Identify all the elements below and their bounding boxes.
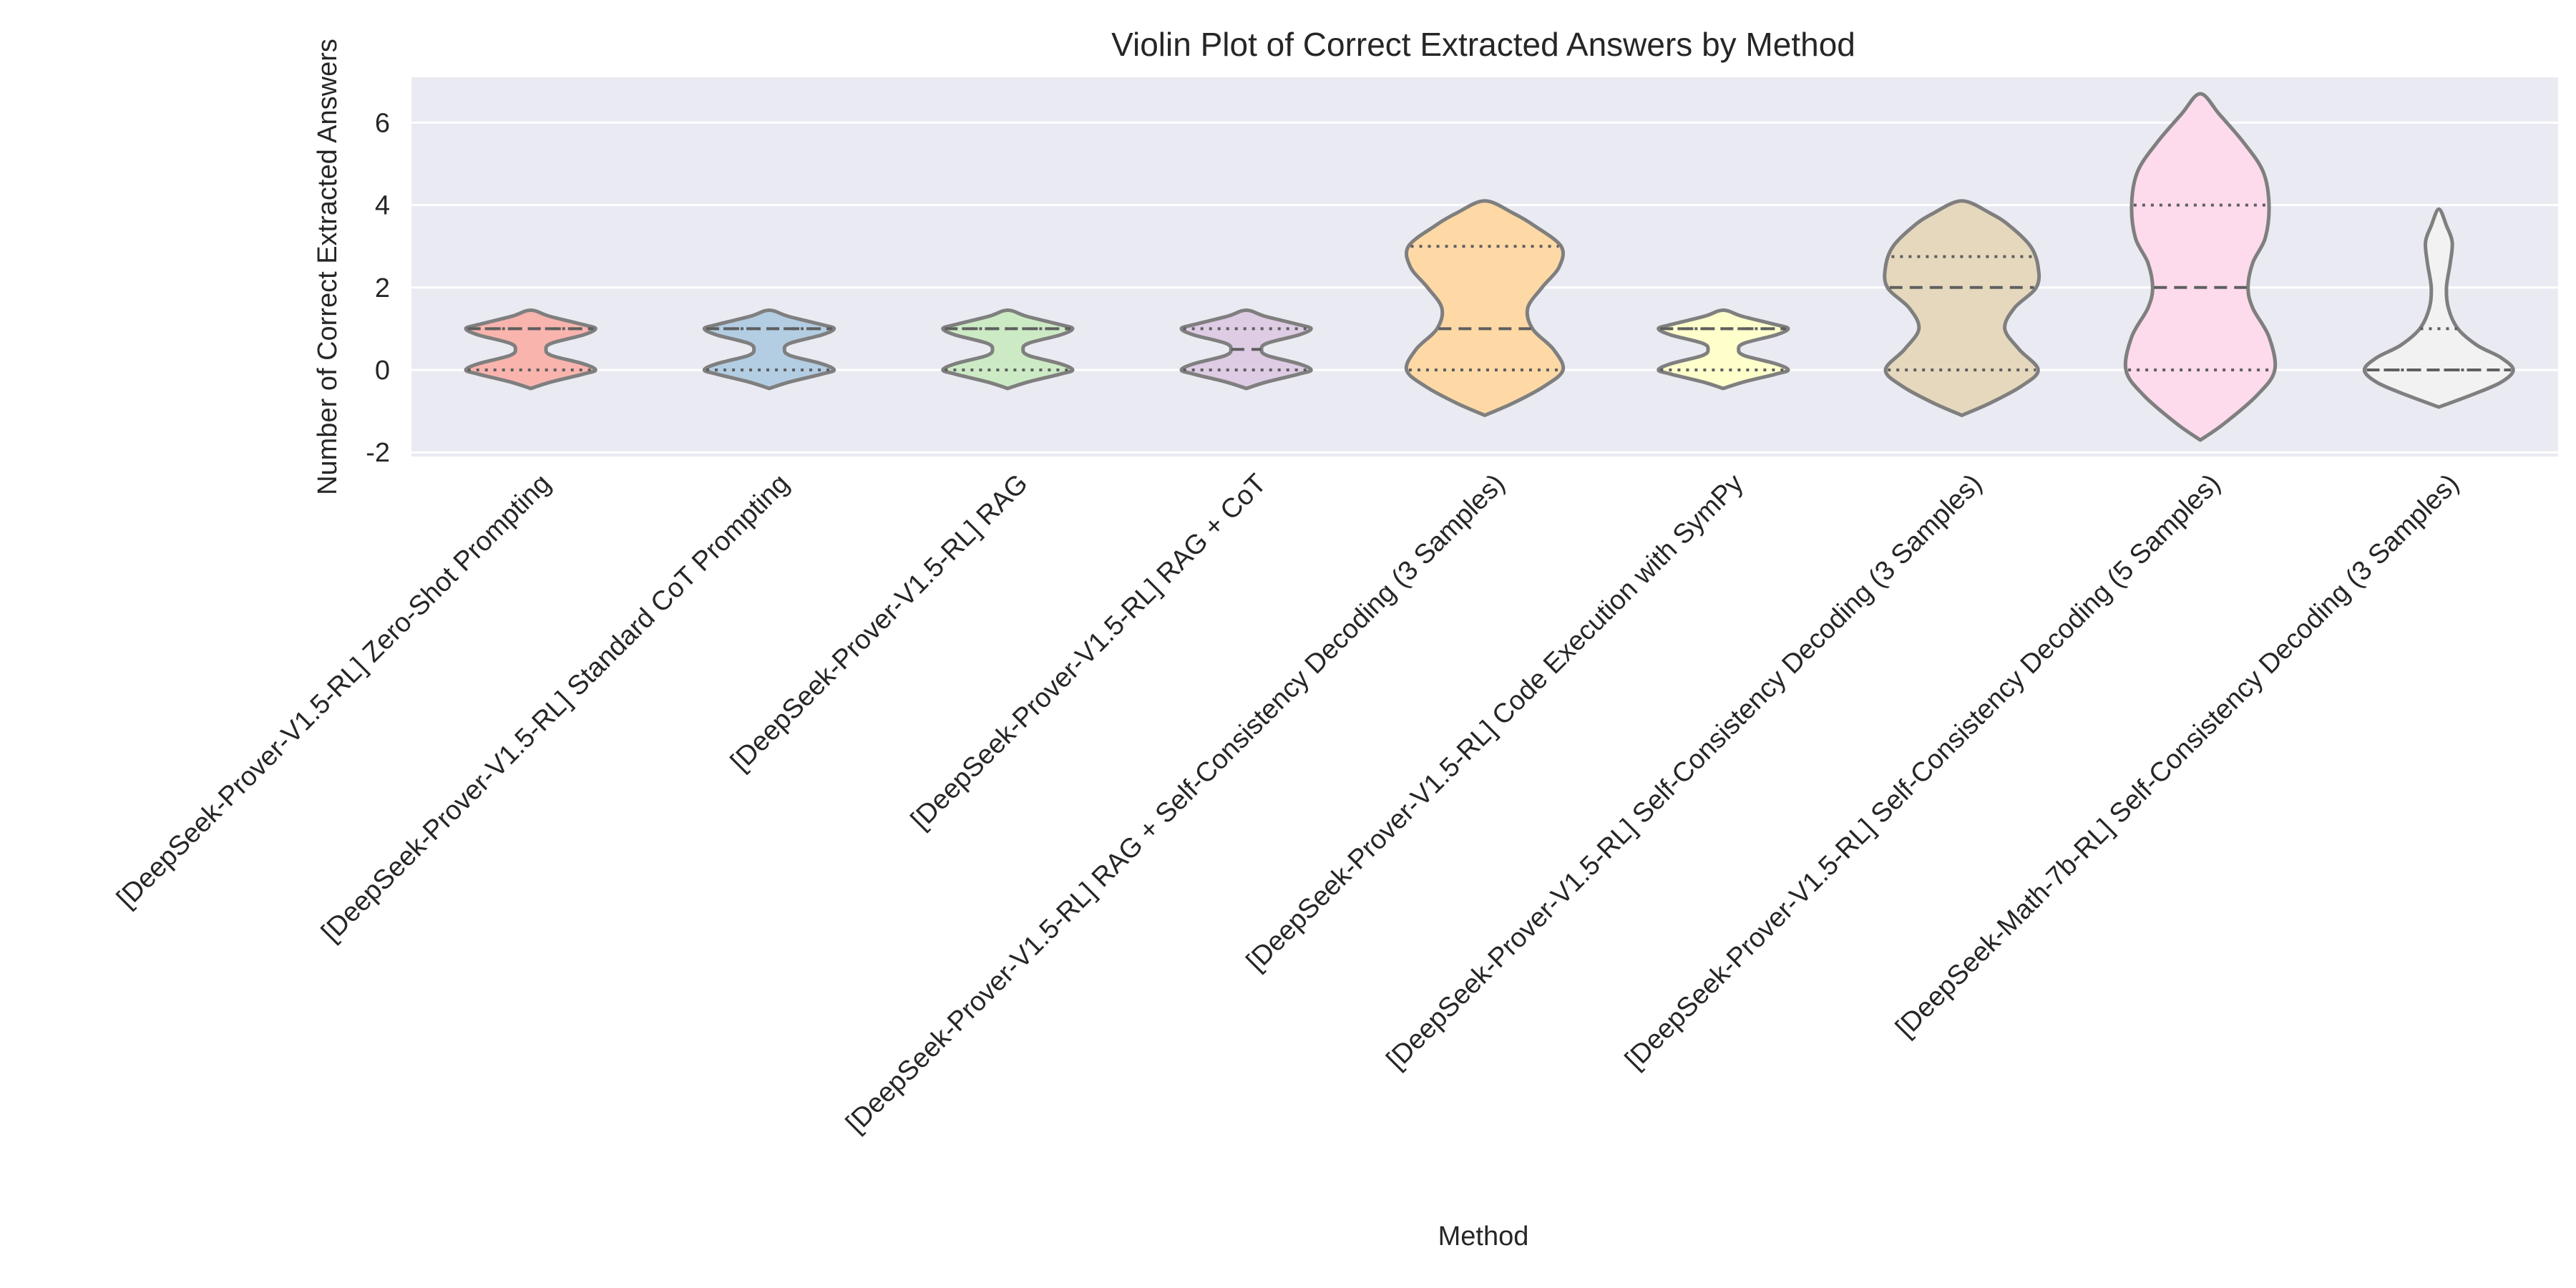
violin-7 bbox=[2123, 92, 2278, 442]
y-tick-label-2: 2 bbox=[375, 273, 390, 303]
violin-5 bbox=[1657, 308, 1790, 391]
y-tick-label-1: 0 bbox=[375, 356, 390, 386]
x-axis-label: Method bbox=[1438, 1221, 1529, 1252]
violin-1 bbox=[702, 308, 836, 391]
violin-body-7 bbox=[2123, 92, 2278, 442]
x-tick-label-8: [DeepSeek-Math-7b-RL] Self-Consistency D… bbox=[1890, 469, 2464, 1043]
y-tick-label-3: 4 bbox=[375, 191, 390, 221]
y-axis-ticks: -2 0 2 4 6 bbox=[366, 108, 390, 468]
violin-6 bbox=[1883, 199, 2041, 417]
violin-body-4 bbox=[1404, 199, 1566, 417]
violin-4 bbox=[1404, 199, 1566, 417]
x-tick-label-5: [DeepSeek-Prover-V1.5-RL] Code Execution… bbox=[1241, 469, 1750, 977]
violin-body-6 bbox=[1883, 199, 2041, 417]
violin-3 bbox=[1179, 308, 1313, 391]
x-tick-label-1: [DeepSeek-Prover-V1.5-RL] Standard CoT P… bbox=[316, 469, 795, 948]
y-tick-label-4: 6 bbox=[375, 108, 390, 138]
x-tick-label-6: [DeepSeek-Prover-V1.5-RL] Self-Consisten… bbox=[1381, 469, 1988, 1075]
x-tick-label-2: [DeepSeek-Prover-V1.5-RL] RAG bbox=[725, 469, 1033, 777]
chart-title: Violin Plot of Correct Extracted Answers… bbox=[1111, 26, 1855, 63]
x-axis-ticks: [DeepSeek-Prover-V1.5-RL] Zero-Shot Prom… bbox=[111, 469, 2464, 1139]
x-tick-label-0: [DeepSeek-Prover-V1.5-RL] Zero-Shot Prom… bbox=[111, 469, 557, 914]
violin-2 bbox=[941, 308, 1075, 391]
y-tick-label-0: -2 bbox=[366, 438, 390, 468]
violin-8 bbox=[2362, 207, 2515, 409]
x-tick-label-7: [DeepSeek-Prover-V1.5-RL] Self-Consisten… bbox=[1619, 469, 2226, 1075]
violin-body-8 bbox=[2362, 207, 2515, 409]
y-axis-label: Number of Correct Extracted Answers bbox=[313, 39, 343, 495]
violin-0 bbox=[464, 308, 597, 391]
violins bbox=[464, 92, 2515, 442]
